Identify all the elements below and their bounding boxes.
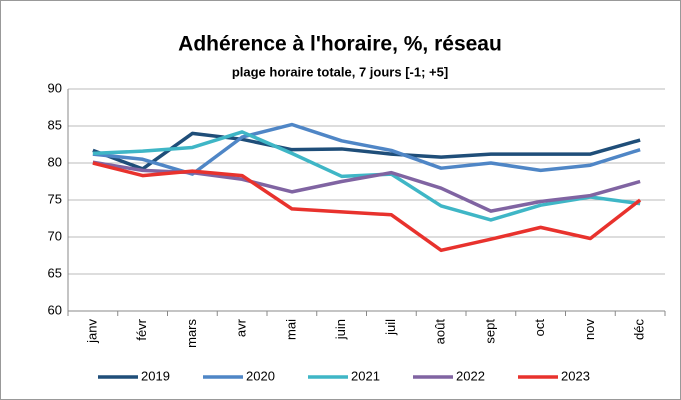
legend-label: 2023	[561, 368, 590, 383]
x-tick-label: sept	[482, 319, 497, 344]
legend-label: 2022	[456, 368, 485, 383]
x-tick-label: mars	[184, 319, 199, 348]
legend-label: 2020	[246, 368, 275, 383]
x-tick-label: janv	[84, 319, 99, 344]
x-tick-label: févr	[134, 318, 149, 340]
legend-label: 2021	[351, 368, 380, 383]
y-tick-label: 65	[48, 265, 62, 280]
y-tick-label: 70	[48, 228, 62, 243]
chart-title: Adhérence à l'horaire, %, réseau	[178, 33, 502, 56]
x-tick-label: juin	[333, 319, 348, 340]
y-tick-label: 60	[48, 302, 62, 317]
y-tick-label: 75	[48, 191, 62, 206]
series-line	[92, 131, 641, 171]
y-tick-label: 85	[48, 117, 62, 132]
y-tick-label: 80	[48, 154, 62, 169]
legend-label: 2019	[141, 368, 170, 383]
x-tick-label: oct	[532, 319, 547, 337]
x-tick-label: avr	[234, 318, 249, 337]
x-tick-label: août	[433, 319, 448, 345]
x-tick-label: nov	[582, 319, 597, 340]
series-line	[92, 161, 642, 253]
series-line	[92, 130, 641, 222]
x-tick-label: juil	[383, 319, 398, 336]
x-tick-label: mai	[283, 319, 298, 340]
chart-subtitle: plage horaire totale, 7 jours [-1; +5]	[232, 64, 448, 79]
y-tick-label: 90	[48, 80, 62, 95]
x-tick-label: déc	[632, 319, 647, 340]
